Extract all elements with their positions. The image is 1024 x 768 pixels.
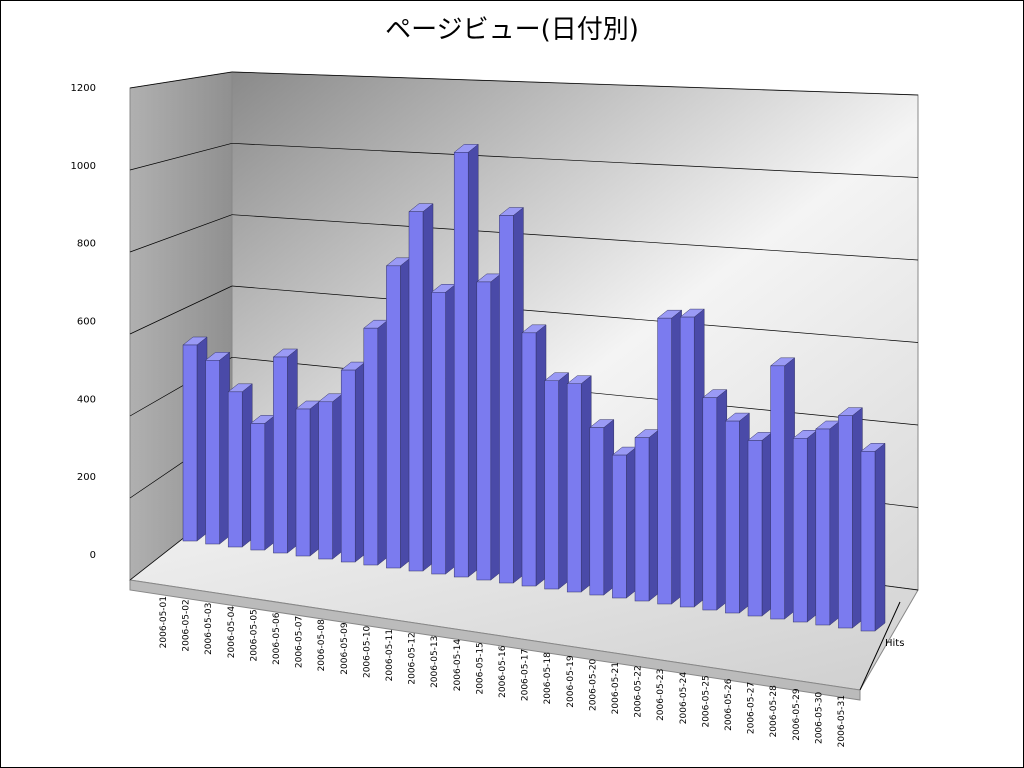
x-tick-label: 2006-05-13 <box>430 636 440 688</box>
bar <box>408 211 424 572</box>
bar <box>838 415 853 629</box>
grid-line <box>231 285 919 343</box>
x-tick-label: 2006-05-09 <box>340 622 350 675</box>
x-tick-label: 2006-05-30 <box>814 691 824 744</box>
x-tick-label: 2006-05-02 <box>182 599 192 651</box>
grid-line <box>231 214 919 261</box>
bar <box>566 383 582 593</box>
grid-line <box>231 142 919 178</box>
bar <box>386 265 401 569</box>
grid-line <box>129 214 233 253</box>
bar <box>182 344 198 542</box>
x-tick-label: 2006-05-23 <box>656 669 666 721</box>
x-tick-label: 2006-05-10 <box>362 625 372 678</box>
x-tick-label: 2006-05-25 <box>701 675 711 727</box>
x-tick-label: 2006-05-17 <box>521 649 531 701</box>
y-tick-label: 200 <box>77 472 96 483</box>
bar <box>589 427 605 596</box>
bar <box>363 327 379 566</box>
x-tick-label: 2006-05-21 <box>611 662 621 714</box>
bar <box>499 215 514 584</box>
bar <box>250 423 266 551</box>
x-tick-label: 2006-05-28 <box>769 685 779 738</box>
bar <box>476 281 492 581</box>
y-tick-label: 0 <box>90 550 96 561</box>
bar <box>205 360 220 545</box>
x-tick-label: 2006-05-03 <box>204 603 214 655</box>
x-tick-label: 2006-05-07 <box>295 616 305 668</box>
bar <box>521 332 537 587</box>
floor-edge <box>129 579 861 701</box>
series-label: Hits <box>885 638 904 649</box>
x-tick-label: 2006-05-19 <box>566 655 576 708</box>
bar-side <box>874 442 886 632</box>
x-tick-label: 2006-05-15 <box>475 642 485 694</box>
bar <box>431 292 446 575</box>
bar <box>792 438 808 623</box>
x-tick-label: 2006-05-16 <box>498 645 508 698</box>
grid-line <box>129 142 233 171</box>
grid-line <box>129 285 233 335</box>
chart-title: ページビュー(日付別) <box>385 15 639 45</box>
y-tick-label: 400 <box>77 394 96 405</box>
y-tick-label: 600 <box>77 317 96 328</box>
y-tick-label: 1200 <box>71 83 96 94</box>
bar <box>860 451 876 632</box>
x-tick-label: 2006-05-08 <box>317 619 327 672</box>
bar <box>227 391 243 548</box>
bar <box>273 356 288 554</box>
grid-line <box>231 71 919 96</box>
x-tick-label: 2006-05-20 <box>588 658 598 711</box>
depth-axis <box>859 601 901 691</box>
bar <box>453 152 469 578</box>
bar <box>747 440 763 617</box>
x-tick-label: 2006-05-12 <box>408 632 418 684</box>
bar <box>679 316 695 608</box>
x-tick-label: 2006-05-26 <box>724 678 734 731</box>
x-tick-label: 2006-05-04 <box>227 606 237 659</box>
x-tick-label: 2006-05-31 <box>837 695 847 747</box>
bar <box>612 454 627 599</box>
x-tick-label: 2006-05-27 <box>747 682 757 734</box>
x-tick-label: 2006-05-11 <box>385 629 395 681</box>
bar <box>634 437 650 602</box>
x-tick-label: 2006-05-05 <box>249 609 259 661</box>
bar <box>770 365 785 620</box>
bar <box>725 420 740 614</box>
y-tick-label: 1000 <box>71 161 96 172</box>
x-tick-label: 2006-05-24 <box>679 672 689 725</box>
grid-line <box>129 71 233 89</box>
bar <box>544 380 559 590</box>
x-tick-label: 2006-05-29 <box>792 688 802 741</box>
x-tick-label: 2006-05-06 <box>272 612 282 665</box>
bar <box>702 397 718 611</box>
x-tick-label: 2006-05-01 <box>159 596 169 648</box>
x-tick-label: 2006-05-14 <box>453 639 463 692</box>
x-tick-label: 2006-05-18 <box>543 652 553 705</box>
bar <box>318 401 333 560</box>
bar <box>295 408 311 557</box>
bar <box>657 317 672 605</box>
y-tick-label: 800 <box>77 239 96 250</box>
bar <box>340 369 356 563</box>
bar <box>815 428 831 626</box>
x-tick-label: 2006-05-22 <box>634 665 644 717</box>
